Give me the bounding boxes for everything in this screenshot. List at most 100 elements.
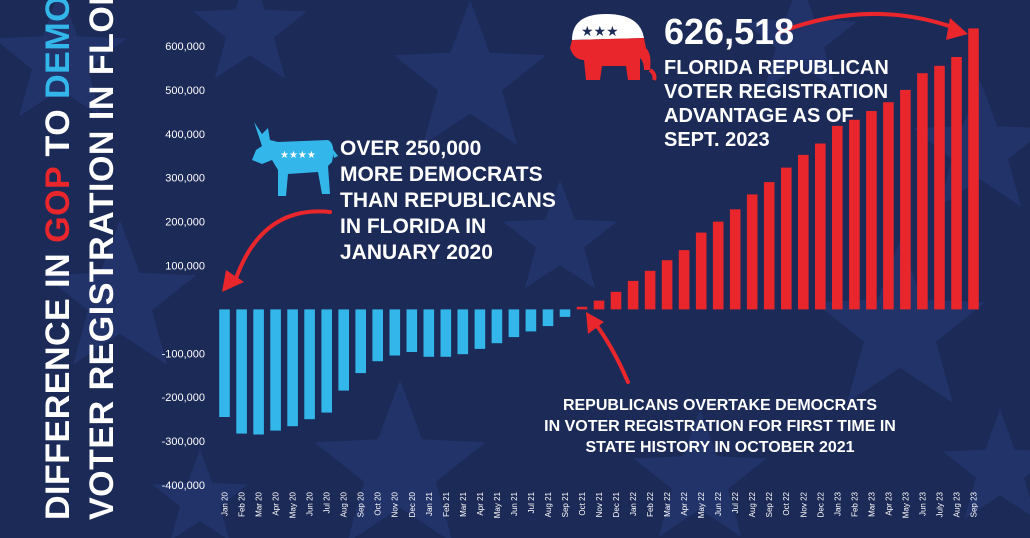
- bar: [712, 221, 724, 310]
- x-tick-label: Jan 21: [425, 491, 434, 516]
- bar: [883, 102, 894, 310]
- bar: [917, 73, 928, 310]
- bar: [661, 260, 673, 310]
- y-tick-label: -400,000: [162, 480, 205, 492]
- bar: [815, 143, 826, 310]
- bar: [508, 309, 520, 338]
- x-tick-label: Mar 23: [867, 491, 876, 516]
- bar: [219, 309, 230, 417]
- background-star: [814, 240, 986, 403]
- x-tick-label: Jun 20: [306, 491, 315, 516]
- background-star: [502, 180, 618, 289]
- bar: [355, 309, 366, 374]
- x-tick-label: May 23: [901, 491, 910, 518]
- y-tick-label: 400,000: [165, 129, 205, 141]
- background-star: [742, 0, 858, 89]
- bar: [491, 309, 503, 344]
- x-tick-label: Aug 23: [953, 491, 962, 517]
- bar: [270, 309, 281, 431]
- y-tick-label: 100,000: [165, 261, 205, 273]
- x-tick-label: Nov 20: [391, 491, 400, 517]
- x-tick-label: Jun 23: [918, 491, 927, 516]
- y-tick-label: 500,000: [165, 85, 205, 97]
- bar: [321, 309, 332, 413]
- bar: [610, 291, 622, 310]
- x-tick-label: Oct 22: [782, 491, 791, 515]
- background-star: [192, 0, 308, 79]
- overtake-arrow: [592, 320, 630, 384]
- bar: [729, 209, 741, 310]
- svg-text:★★★★: ★★★★: [280, 150, 316, 161]
- background-star: [43, 220, 197, 365]
- x-tick-label: Feb 20: [238, 491, 247, 516]
- x-tick-label: Dec 21: [612, 491, 621, 517]
- bar: [457, 309, 469, 355]
- gop-advantage-number: 626,518: [664, 11, 795, 52]
- background-star: [942, 410, 1030, 519]
- bar: [423, 309, 435, 357]
- bar: [849, 119, 860, 310]
- x-tick-label: Aug 20: [340, 491, 349, 517]
- x-tick-label: May 21: [493, 491, 502, 518]
- x-tick-label: Jul 20: [323, 491, 332, 513]
- x-tick-label: Apr 21: [476, 491, 485, 515]
- x-tick-label: May 22: [697, 491, 706, 518]
- democrat-annotation: OVER 250,000 MORE DEMOCRATS THAN REPUBLI…: [340, 137, 556, 264]
- bar: [338, 309, 349, 391]
- bar: [474, 309, 486, 349]
- x-tick-label: Apr 20: [272, 491, 281, 515]
- x-tick-label: Sep 21: [561, 491, 570, 517]
- x-tick-label: Jun 22: [714, 491, 723, 516]
- y-tick-label: -300,000: [162, 436, 205, 448]
- bar: [372, 309, 383, 362]
- bar: [593, 300, 605, 310]
- y-tick-label: 200,000: [165, 217, 205, 229]
- x-tick-label: May 20: [289, 491, 298, 518]
- x-tick-label: Nov 21: [595, 491, 604, 517]
- bar: [798, 154, 809, 310]
- bar: [406, 309, 418, 352]
- overtake-arrow-head: [586, 312, 604, 334]
- bar: [678, 250, 690, 310]
- gop-arrow: [778, 12, 957, 34]
- x-tick-label: Sep 23: [970, 491, 979, 517]
- overtake-annotation: REPUBLICANS OVERTAKE DEMOCRATS IN VOTER …: [544, 397, 896, 456]
- y-tick-label: 300,000: [165, 173, 205, 185]
- x-tick-label: Jul 22: [731, 491, 740, 513]
- background-star: [0, 0, 127, 117]
- x-tick-label: Apr 23: [884, 491, 893, 515]
- bar: [644, 270, 656, 310]
- democrat-arrow-head: [222, 270, 244, 292]
- bar: [832, 125, 843, 310]
- bar: [287, 309, 298, 427]
- bar: [576, 306, 588, 310]
- x-tick-label: Aug 22: [748, 491, 757, 517]
- bar: [781, 167, 792, 310]
- gop-arrow-head: [946, 18, 968, 40]
- x-tick-label: Feb 21: [442, 491, 451, 516]
- bar: [900, 89, 911, 310]
- bar: [951, 57, 962, 310]
- x-tick-label: Feb 22: [646, 491, 655, 516]
- bar: [746, 194, 758, 310]
- x-tick-label: Nov 22: [799, 491, 808, 517]
- x-tick-label: Oct 20: [374, 491, 383, 515]
- bar: [542, 309, 554, 327]
- x-tick-label: Jan 20: [221, 491, 230, 516]
- bar: [866, 111, 877, 310]
- x-tick-label: Mar 22: [663, 491, 672, 516]
- background-star: [152, 450, 248, 538]
- bar: [695, 232, 707, 310]
- x-tick-label: Dec 22: [816, 491, 825, 517]
- background-star: [633, 410, 767, 537]
- bar: [236, 309, 247, 434]
- x-tick-label: Jan 23: [833, 491, 842, 516]
- x-tick-label: Sep 20: [357, 491, 366, 517]
- x-tick-label: Dec 20: [408, 491, 417, 517]
- y-tick-label: 600,000: [165, 41, 205, 53]
- x-tick-label: Aug 21: [544, 491, 553, 517]
- x-tick-label: Apr 22: [680, 491, 689, 515]
- x-tick-label: Sep 22: [765, 491, 774, 517]
- bar: [304, 309, 315, 420]
